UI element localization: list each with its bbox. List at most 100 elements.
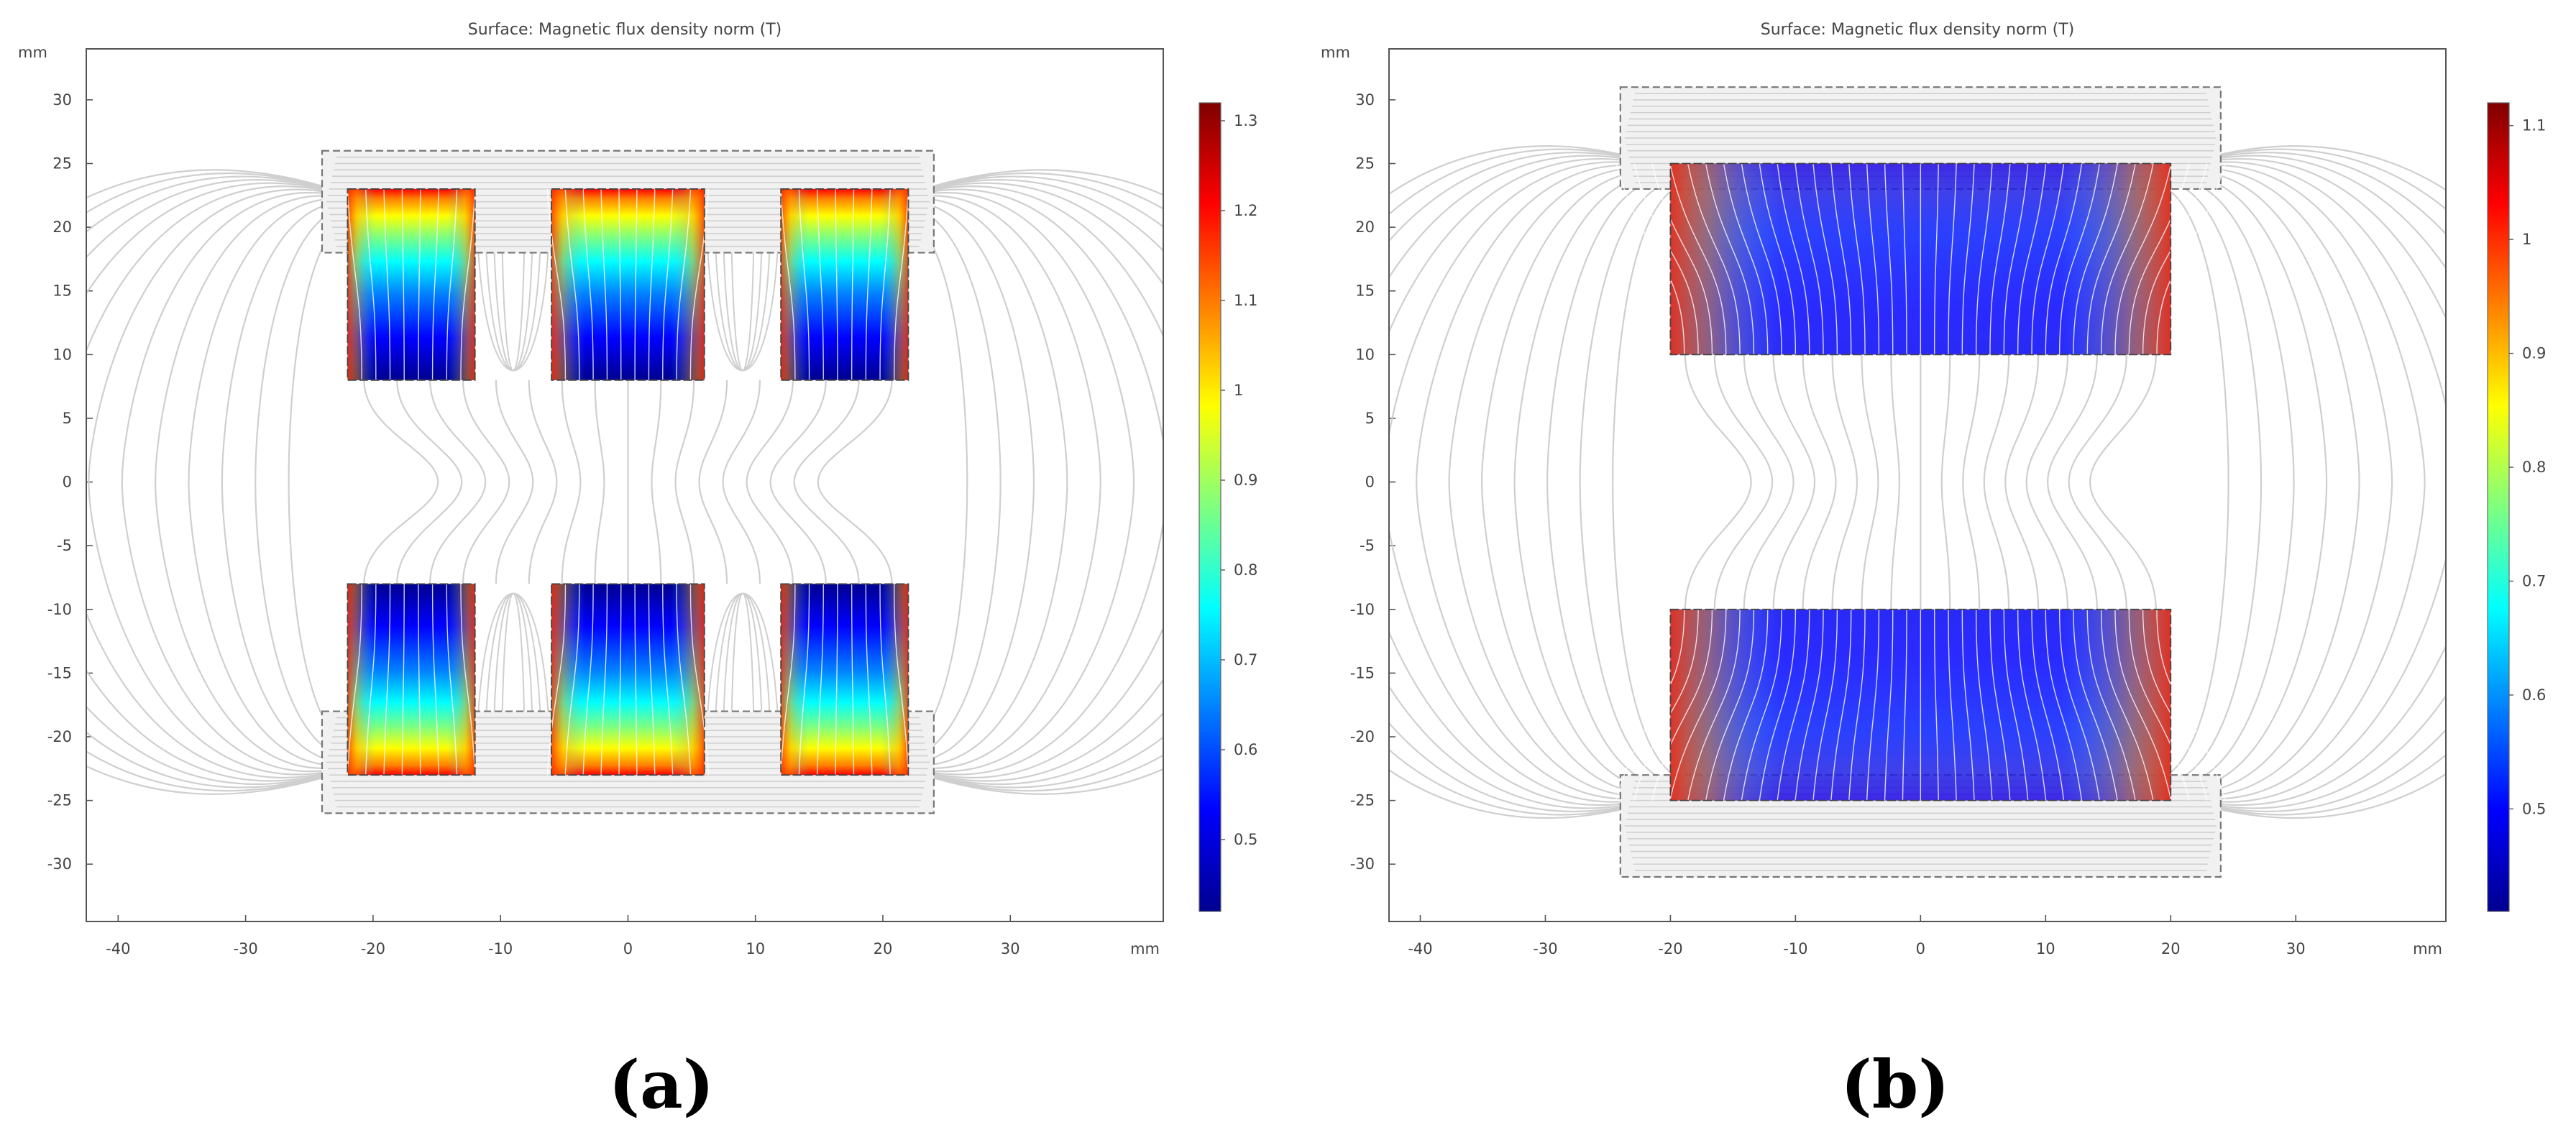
magnet-flux-line — [851, 188, 855, 380]
field-line-return — [2129, 176, 2295, 788]
magnet-flux-line — [1933, 609, 1939, 801]
field-line-return — [877, 188, 1163, 776]
field-line-return — [1416, 164, 1701, 800]
y-tick-label: -10 — [1350, 601, 1375, 618]
y-tick-label: 5 — [63, 410, 72, 427]
field-line-intergap — [705, 592, 781, 776]
field-line-gap — [1962, 354, 1981, 610]
colorbar-tick-label: 0.6 — [1234, 741, 1257, 758]
magnet-flux-line — [1989, 609, 2011, 801]
magnet-top-0 — [347, 188, 476, 381]
field-line-return — [2158, 145, 2446, 819]
x-tick-label: 0 — [1916, 940, 1925, 957]
field-line-gap — [2025, 354, 2069, 610]
magnet-flux-line — [1948, 609, 1957, 801]
x-unit-label: mm — [2413, 940, 2442, 957]
colorbar-tick-label: 0.9 — [1234, 472, 1257, 489]
magnet-flux-line — [1741, 609, 1782, 801]
magnet-flux-line — [1723, 163, 1769, 355]
axes-frame — [86, 48, 1164, 922]
magnet-flux-line — [1651, 609, 1713, 801]
field-line-return — [2143, 161, 2446, 803]
magnet-flux-line — [1884, 163, 1894, 355]
magnet-flux-line — [365, 188, 377, 380]
y-tick-label: -5 — [1360, 537, 1375, 554]
field-line-gap — [528, 380, 558, 584]
magnet-flux-line — [1615, 163, 1685, 355]
y-tick-label: -30 — [1350, 855, 1375, 873]
y-tick-label: -15 — [1350, 664, 1375, 681]
field-line-return — [221, 201, 390, 763]
magnet-flux-line — [634, 188, 638, 380]
magnet-flux-line — [648, 188, 656, 380]
field-line-return — [86, 175, 367, 789]
magnet-flux-line — [689, 188, 710, 380]
panel-a: Surface: Magnetic flux density norm (T) m… — [0, 0, 1288, 1137]
magnet-flux-line — [2114, 609, 2172, 801]
magnet-flux-line — [1812, 609, 1838, 801]
field-line-gap — [396, 380, 463, 584]
colorbar-tick-label: 0.8 — [2522, 459, 2546, 476]
magnet-flux-line — [546, 584, 567, 776]
magnet-edge-fill — [781, 188, 909, 380]
field-line-return — [871, 195, 1101, 769]
x-tick-label: 10 — [746, 940, 765, 957]
magnet-flux-line — [564, 584, 580, 776]
magnet-flux-line — [600, 188, 608, 380]
field-line-return — [2123, 182, 2229, 782]
field-line-return — [88, 188, 379, 776]
magnet-flux-line — [865, 188, 873, 380]
field-line-gap — [594, 380, 605, 584]
y-tick-label: 0 — [63, 474, 72, 491]
magnet-flux-line — [2100, 609, 2154, 801]
field-line-gap — [769, 380, 827, 584]
magnet-outline — [347, 583, 476, 776]
magnet-flux-line — [600, 584, 608, 776]
chart-title: Surface: Magnetic flux density norm (T) — [468, 21, 782, 39]
magnet-flux-line — [1812, 163, 1838, 355]
field-line-return — [886, 179, 1163, 785]
field-line-intergap — [475, 188, 551, 372]
y-tick-label: 25 — [1355, 155, 1375, 173]
magnet-edge-fill — [347, 188, 475, 380]
magnet-edge-fill — [781, 584, 909, 776]
field-line-gap — [1831, 354, 1858, 610]
field-line-return — [86, 179, 370, 785]
magnet-flux-line — [835, 188, 838, 380]
magnet-edge-fill — [347, 584, 475, 776]
magnet-flux-line — [2142, 609, 2208, 801]
field-line-gap — [674, 380, 695, 584]
magnet-flux-line — [2058, 163, 2101, 355]
magnet-flux-line — [1723, 609, 1769, 801]
x-tick-label: 20 — [2161, 940, 2181, 957]
magnet-flux-line — [1687, 163, 1741, 355]
field-line-gap — [462, 380, 510, 584]
y-tick-label: -10 — [47, 601, 72, 618]
magnet-outline — [1669, 162, 2172, 356]
field-line-return — [1389, 155, 1692, 809]
colorbar-tick-label: 0.8 — [1234, 561, 1257, 579]
field-line-return — [86, 182, 372, 782]
yoke-outline — [1619, 86, 2222, 190]
magnet-flux-line — [1615, 609, 1685, 801]
magnet-flux-line — [418, 584, 421, 776]
field-line-gap — [561, 380, 582, 584]
magnet-flux-line — [1777, 163, 1810, 355]
field-line-gap — [793, 380, 860, 584]
x-tick-label: -10 — [488, 940, 513, 957]
magnet-flux-line — [618, 188, 622, 380]
field-line-gap — [651, 380, 662, 584]
magnet-top-2 — [780, 188, 909, 381]
field-line-gap — [363, 380, 439, 584]
axes-frame — [1388, 48, 2447, 922]
x-tick-label: -40 — [106, 940, 130, 957]
field-line-gap — [1713, 354, 1774, 610]
colorbar-tick-label: 0.7 — [2522, 572, 2546, 589]
field-line-return — [1389, 161, 1698, 803]
field-line-return — [2149, 155, 2446, 809]
magnet-flux-line — [1933, 163, 1939, 355]
magnet-flux-line — [1961, 163, 1975, 355]
magnet-flux-line — [1884, 609, 1894, 801]
magnet-flux-line — [1759, 163, 1797, 355]
magnet-flux-line — [2003, 163, 2029, 355]
